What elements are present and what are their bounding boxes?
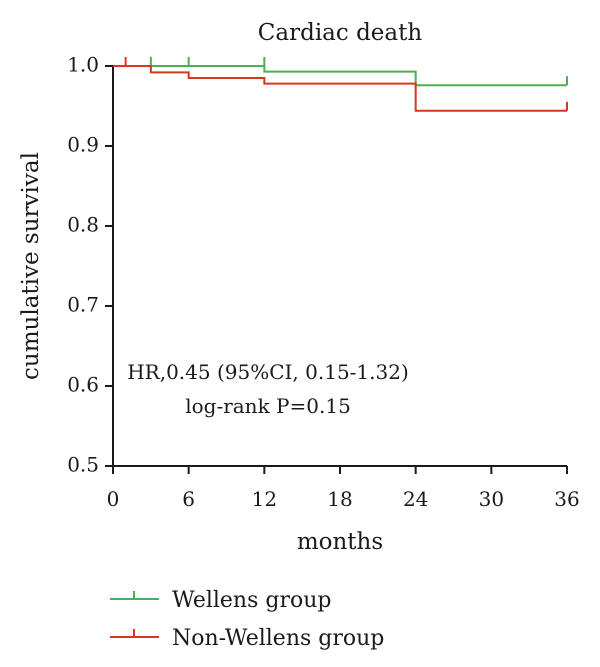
y-tick-label: 1.0 xyxy=(67,53,99,77)
legend-label-wellens: Wellens group xyxy=(172,588,331,613)
y-tick-label: 0.8 xyxy=(67,213,99,237)
y-tick-label: 0.9 xyxy=(67,133,99,157)
y-axis-ticks: 0.5 0.6 0.7 0.8 0.9 1.0 xyxy=(67,53,113,477)
legend-label-non-wellens: Non-Wellens group xyxy=(172,626,384,651)
x-tick-label: 6 xyxy=(182,487,195,511)
logrank-annotation: log-rank P=0.15 xyxy=(185,394,351,418)
x-tick-label: 30 xyxy=(479,487,504,511)
survival-curve-non-wellens xyxy=(113,65,567,112)
legend-item-wellens: Wellens group xyxy=(110,588,331,613)
legend-item-non-wellens: Non-Wellens group xyxy=(110,626,384,651)
x-axis-ticks: 0 6 12 18 24 30 36 xyxy=(107,466,580,511)
hr-annotation: HR,0.45 (95%CI, 0.15-1.32) xyxy=(127,360,409,384)
legend: Wellens group Non-Wellens group xyxy=(110,588,384,651)
x-tick-label: 36 xyxy=(554,487,579,511)
y-tick-label: 0.6 xyxy=(67,373,99,397)
x-tick-label: 12 xyxy=(252,487,277,511)
survival-curve-wellens xyxy=(113,65,567,87)
y-tick-label: 0.7 xyxy=(67,293,99,317)
y-axis-label: cumulative survival xyxy=(18,152,44,380)
y-tick-label: 0.5 xyxy=(67,453,99,477)
x-tick-label: 18 xyxy=(327,487,352,511)
x-tick-label: 24 xyxy=(403,487,428,511)
series-layer xyxy=(113,57,568,112)
chart-title: Cardiac death xyxy=(258,20,423,46)
x-axis-label: months xyxy=(297,529,383,555)
x-tick-label: 0 xyxy=(107,487,120,511)
